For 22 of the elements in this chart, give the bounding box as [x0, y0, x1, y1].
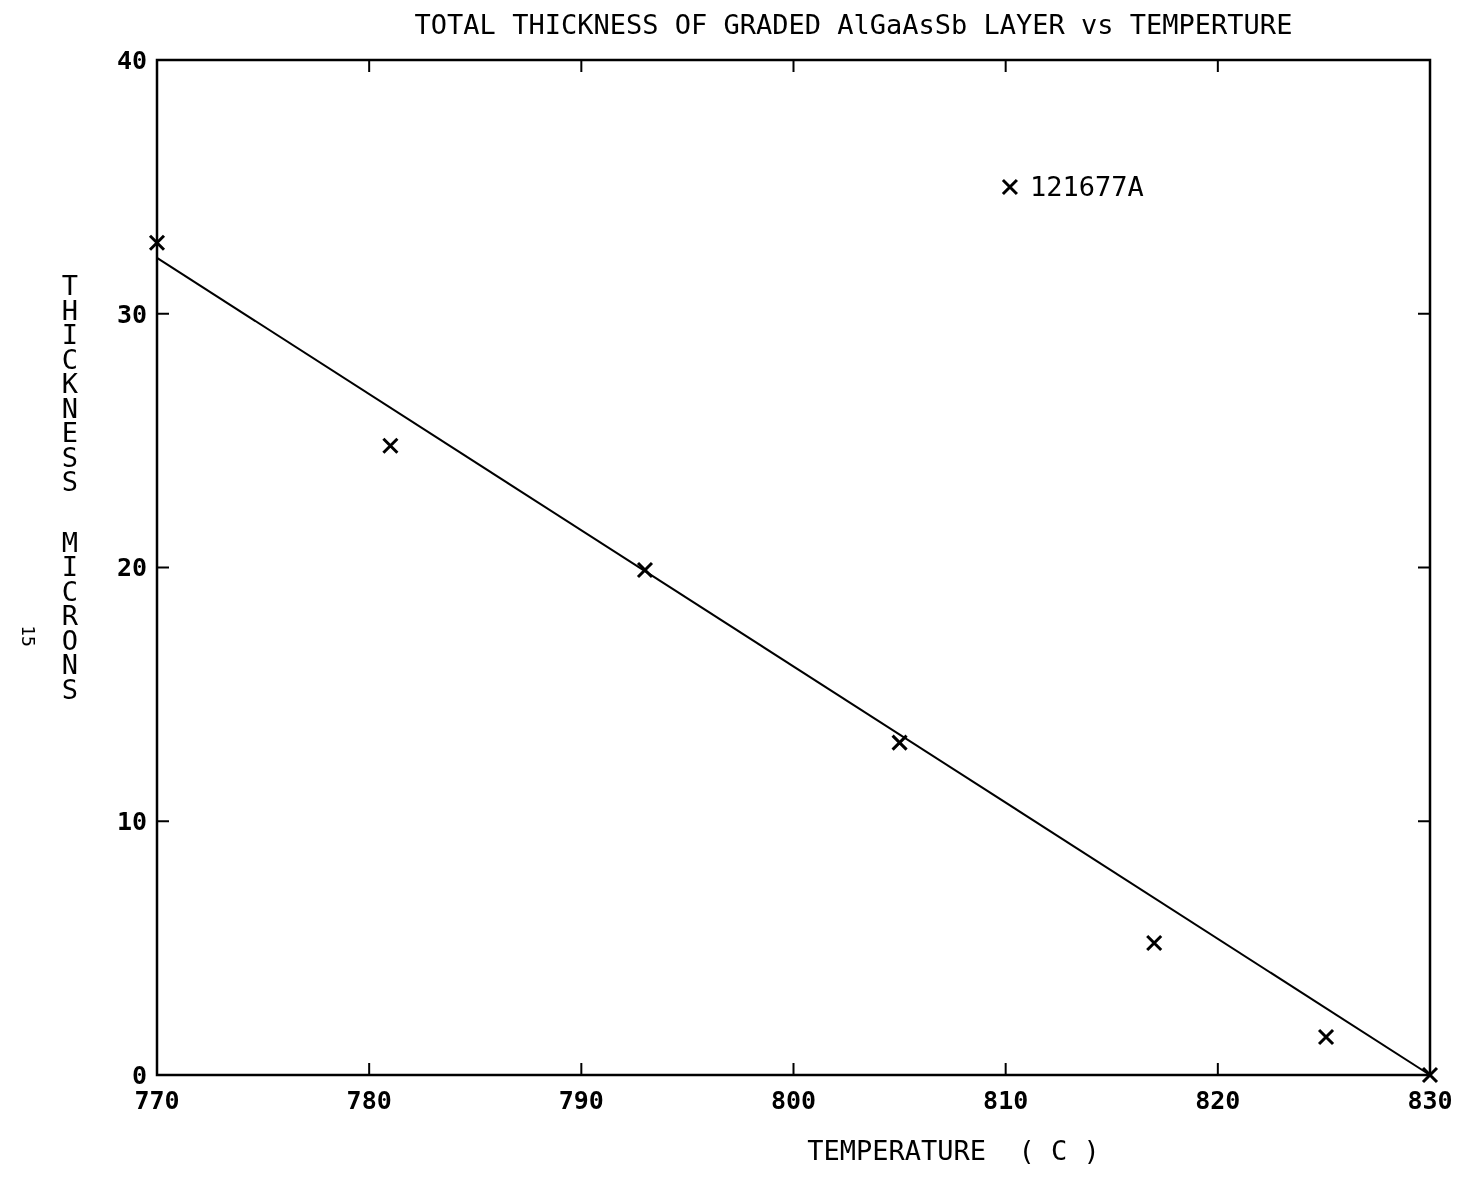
y-tick-label: 30 — [116, 299, 147, 329]
y-tick-label: 20 — [116, 553, 147, 583]
point — [1317, 1028, 1335, 1046]
x-tick-label: 810 — [983, 1086, 1029, 1115]
point — [148, 234, 166, 252]
legend-label: 121677A — [1029, 171, 1144, 203]
point — [381, 437, 399, 455]
x-axis-title: TEMPERATURE ( C ) — [807, 1135, 1100, 1166]
y-tick-label: 40 — [116, 45, 147, 75]
x-tick-label: 830 — [1407, 1086, 1453, 1115]
point — [1421, 1066, 1439, 1084]
x-tick-label: 820 — [1195, 1086, 1241, 1115]
text: 15 — [18, 625, 39, 647]
point — [636, 561, 654, 579]
chart-title: TOTAL THICKNESS OF GRADED AlGaAsSb LAYER vs TEMPERTURE — [414, 9, 1293, 40]
point — [891, 734, 909, 752]
y-tick-label: 10 — [116, 807, 147, 836]
x-tick-label: 780 — [346, 1086, 392, 1115]
text: THICKNESS MICRONS — [61, 270, 79, 705]
x-tick-label: 790 — [558, 1086, 604, 1115]
point — [1145, 934, 1163, 952]
x-tick-label: 800 — [770, 1086, 817, 1115]
